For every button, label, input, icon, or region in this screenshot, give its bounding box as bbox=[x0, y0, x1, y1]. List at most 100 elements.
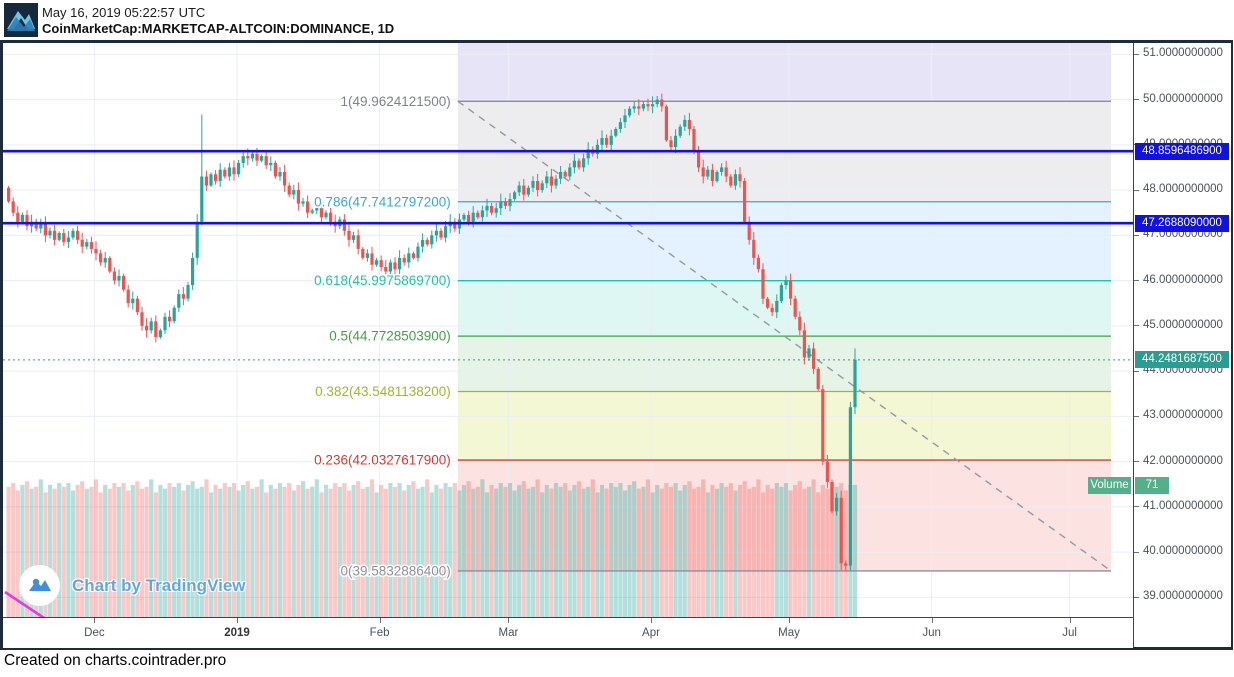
candle-body bbox=[347, 230, 351, 240]
price-tick-mark bbox=[1134, 596, 1139, 598]
volume-bar bbox=[760, 492, 766, 617]
volume-bar bbox=[572, 484, 577, 617]
last-price-badge: 44.2481687500 bbox=[1135, 351, 1229, 369]
volume-bar bbox=[494, 488, 499, 617]
candle-body bbox=[683, 119, 687, 127]
candle-body bbox=[692, 128, 696, 152]
time-tick-label: 2019 bbox=[224, 627, 250, 639]
candle-body bbox=[563, 171, 567, 177]
volume-bar bbox=[328, 488, 333, 617]
volume-bar bbox=[641, 486, 646, 617]
candle-body bbox=[697, 151, 701, 168]
volume-bar bbox=[609, 483, 614, 617]
volume-bar bbox=[627, 484, 632, 617]
volume-bar bbox=[305, 488, 310, 617]
candle-body bbox=[779, 285, 783, 301]
volume-bar bbox=[369, 479, 375, 617]
volume-bar bbox=[388, 483, 393, 617]
candle-body bbox=[605, 138, 609, 145]
candle-body bbox=[7, 187, 11, 202]
volume-bar bbox=[254, 486, 260, 617]
volume-bar bbox=[825, 488, 830, 617]
candle-body bbox=[453, 221, 457, 229]
volume-bar bbox=[438, 488, 444, 617]
volume-bar bbox=[15, 490, 20, 617]
volume-bar bbox=[135, 481, 140, 617]
volume-bar bbox=[52, 488, 57, 617]
candle-body bbox=[310, 210, 314, 213]
candle-body bbox=[812, 348, 816, 369]
time-axis[interactable]: Dec 2019 Feb Mar Apr May Jun Jul bbox=[3, 617, 1133, 648]
candle-body bbox=[223, 169, 227, 177]
volume-bar bbox=[89, 486, 94, 617]
volume-bar bbox=[126, 490, 131, 617]
candle-body bbox=[122, 276, 126, 290]
candle-body bbox=[715, 171, 719, 182]
candle-body bbox=[117, 276, 121, 281]
tradingview-watermark[interactable]: Chart by TradingView bbox=[19, 565, 246, 606]
volume-bar bbox=[20, 484, 25, 617]
candle-body bbox=[471, 212, 475, 222]
candle-body bbox=[237, 162, 241, 175]
candle-body bbox=[25, 214, 29, 227]
candle-body bbox=[706, 169, 710, 177]
volume-bar bbox=[61, 486, 66, 617]
time-tick-label: Apr bbox=[642, 627, 660, 639]
volume-bar bbox=[144, 486, 149, 617]
fib-level-label: 1(49.9624121500) bbox=[340, 94, 450, 109]
candle-body bbox=[342, 219, 346, 231]
candle-body bbox=[131, 298, 135, 304]
candle-body bbox=[269, 162, 273, 166]
price-tick-label: 45.0000000000 bbox=[1143, 318, 1223, 331]
price-chart-canvas[interactable]: 1(49.9624121500) 0.786(47.7412797200) 0.61… bbox=[3, 43, 1133, 617]
volume-bar bbox=[788, 490, 793, 617]
volume-bar bbox=[475, 486, 480, 617]
volume-bar bbox=[783, 483, 789, 617]
volume-bar bbox=[507, 483, 513, 617]
candle-body bbox=[250, 153, 254, 159]
candle-body bbox=[536, 181, 540, 191]
volume-bar bbox=[678, 490, 683, 617]
price-axis[interactable]: 51.000000000050.000000000049.00000000004… bbox=[1133, 43, 1231, 647]
candle-body bbox=[214, 174, 218, 182]
candle-body bbox=[158, 330, 162, 338]
volume-bar bbox=[645, 479, 651, 617]
candle-body bbox=[674, 135, 678, 148]
candle-body bbox=[177, 294, 181, 308]
volume-bar bbox=[24, 481, 30, 617]
candle-body bbox=[48, 230, 52, 236]
price-tick-label: 40.0000000000 bbox=[1143, 545, 1223, 558]
volume-bar bbox=[852, 484, 858, 617]
candle-body bbox=[770, 307, 774, 313]
candle-body bbox=[43, 224, 47, 236]
candle-body bbox=[39, 224, 43, 229]
time-tick-label: Dec bbox=[84, 627, 105, 639]
price-line-badge: 47.2688090000 bbox=[1135, 214, 1229, 232]
time-tick-mark bbox=[651, 618, 652, 623]
price-tick-mark bbox=[1134, 370, 1139, 372]
cointrader-logo-icon bbox=[4, 3, 38, 37]
candle-body bbox=[352, 235, 356, 240]
candle-body bbox=[126, 289, 130, 304]
candle-body bbox=[416, 246, 420, 258]
volume-bar bbox=[379, 484, 384, 617]
volume-bar bbox=[429, 492, 434, 617]
time-tick-label: May bbox=[778, 627, 800, 639]
candle-body bbox=[287, 185, 291, 195]
candle-body bbox=[296, 190, 300, 204]
volume-bar bbox=[806, 486, 812, 617]
candle-body bbox=[825, 461, 829, 482]
candle-body bbox=[425, 239, 429, 245]
volume-bar bbox=[259, 479, 264, 617]
volume-bar bbox=[365, 486, 370, 617]
volume-bar bbox=[222, 483, 227, 617]
volume-bar bbox=[811, 479, 816, 617]
candle-body bbox=[526, 187, 530, 195]
candle-body bbox=[324, 212, 328, 218]
candle-body bbox=[848, 407, 852, 566]
candle-body bbox=[513, 192, 517, 200]
volume-bar bbox=[774, 483, 779, 617]
main-chart-pane[interactable]: 1(49.9624121500) 0.786(47.7412797200) 0.61… bbox=[3, 43, 1133, 617]
price-tick-mark bbox=[1134, 234, 1139, 236]
volume-bar bbox=[714, 488, 720, 617]
